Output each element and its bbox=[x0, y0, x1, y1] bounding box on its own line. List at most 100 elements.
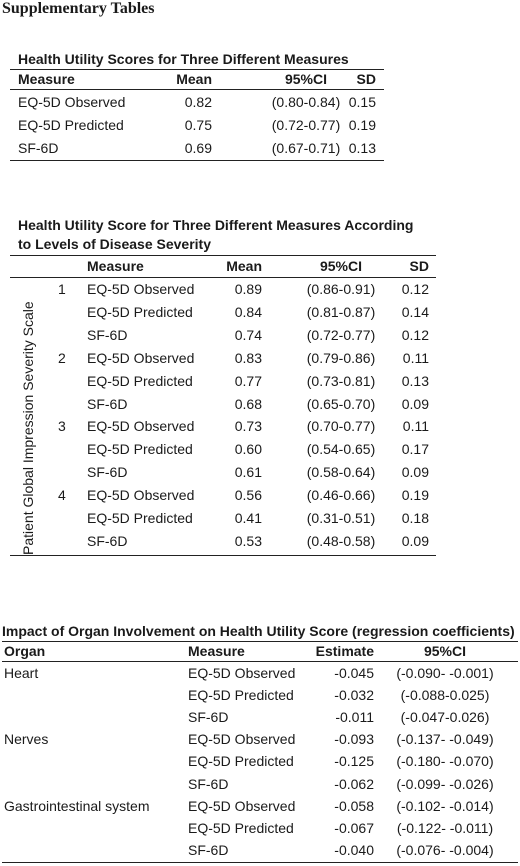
table2-cell: SF-6D bbox=[87, 464, 128, 481]
table2-cell: 0.68 bbox=[234, 395, 262, 412]
table2-cell: 0.09 bbox=[401, 464, 429, 481]
table2-cell: (0.48-0.58) bbox=[306, 532, 376, 549]
table2-cell: 0.11 bbox=[402, 349, 429, 366]
table1-cell: 0.13 bbox=[348, 140, 376, 156]
header-measure: Measure bbox=[87, 258, 144, 274]
table3-cell: SF-6D bbox=[188, 709, 229, 726]
table2-cell: 0.53 bbox=[234, 532, 262, 549]
table3-cell: (-0.047-0.026) bbox=[400, 709, 490, 726]
table2-cell: 0.77 bbox=[234, 372, 262, 389]
table1-cell: 0.15 bbox=[348, 94, 376, 110]
table2-cell: EQ-5D Observed bbox=[87, 281, 195, 297]
table3-cell: SF-6D bbox=[188, 841, 229, 858]
table1-cell: SF-6D bbox=[18, 140, 59, 156]
header-ci: 95%CI bbox=[319, 258, 363, 274]
table2-cell: (0.86-0.91) bbox=[306, 281, 376, 297]
table2-title-line1: Health Utility Score for Three Different… bbox=[18, 217, 414, 233]
table2-cell: EQ-5D Observed bbox=[87, 487, 195, 504]
header-mean: Mean bbox=[176, 71, 212, 87]
table2-cell: 0.73 bbox=[234, 418, 262, 435]
table3-cell: Nerves bbox=[4, 731, 49, 748]
table3-cell: (-0.137- -0.049) bbox=[396, 731, 494, 748]
table2-cell: 0.11 bbox=[402, 418, 429, 435]
header-sd: SD bbox=[409, 258, 429, 274]
table2-cell: (0.46-0.66) bbox=[306, 487, 376, 504]
table1-cell: 0.19 bbox=[348, 117, 376, 133]
table2-cell: 2 bbox=[58, 349, 66, 366]
table3-cell: -0.058 bbox=[334, 797, 374, 814]
table2-cell: 0.14 bbox=[401, 303, 429, 320]
table3-cell: (-0.099- -0.026) bbox=[396, 775, 494, 792]
table3-cell: EQ-5D Predicted bbox=[188, 819, 294, 836]
table3-cell: (-0.180- -0.070) bbox=[396, 753, 494, 770]
table1-header-rule bbox=[10, 89, 384, 90]
table2-cell: 0.19 bbox=[401, 487, 429, 504]
table2-cell: (0.70-0.77) bbox=[306, 418, 376, 435]
table3-cell: EQ-5D Observed bbox=[188, 731, 296, 748]
table2-top-rule bbox=[10, 255, 436, 256]
table2-cell: EQ-5D Predicted bbox=[87, 372, 193, 389]
table3-cell: -0.040 bbox=[334, 841, 374, 858]
table2-cell: 0.61 bbox=[234, 464, 262, 481]
table3-cell: (-0.076- -0.004) bbox=[396, 841, 494, 858]
table3-cell: -0.032 bbox=[334, 687, 374, 704]
table3-cell: (-0.102- -0.014) bbox=[396, 797, 494, 814]
table2-cell: 0.17 bbox=[401, 441, 429, 458]
table2-cell: (0.73-0.81) bbox=[306, 372, 376, 389]
table3-cell: (-0.090- -0.001) bbox=[396, 665, 494, 681]
table2-cell: 4 bbox=[58, 487, 66, 504]
header-mean: Mean bbox=[226, 258, 262, 274]
table2-cell: 0.84 bbox=[234, 303, 262, 320]
header-measure: Measure bbox=[188, 643, 245, 659]
table2-cell: (0.79-0.86) bbox=[306, 349, 376, 366]
table2-cell: 0.09 bbox=[401, 395, 429, 412]
table3-cell: Heart bbox=[4, 665, 39, 681]
table3-cell: EQ-5D Observed bbox=[188, 797, 296, 814]
header-estimate: Estimate bbox=[315, 643, 374, 659]
table2-title-line2: to Levels of Disease Severity bbox=[18, 236, 211, 252]
page-title: Supplementary Tables bbox=[2, 0, 155, 17]
table2-cell: EQ-5D Predicted bbox=[87, 441, 193, 458]
table3-cell: -0.045 bbox=[334, 665, 374, 681]
table2-cell: 0.18 bbox=[401, 510, 429, 526]
table2-cell: EQ-5D Predicted bbox=[87, 303, 193, 320]
table2-cell: 0.89 bbox=[234, 281, 262, 297]
table2-bottom-rule bbox=[10, 555, 436, 556]
table2-cell: (0.58-0.64) bbox=[306, 464, 376, 481]
header-measure: Measure bbox=[18, 71, 75, 87]
table1-cell: 0.69 bbox=[184, 140, 212, 156]
table1-bottom-rule bbox=[10, 160, 384, 161]
table2-cell: 0.83 bbox=[234, 349, 262, 366]
table3-cell: -0.062 bbox=[334, 775, 374, 792]
table2-header-rule bbox=[10, 277, 436, 278]
table2-side-label: Patient Global Impression Severity Scale bbox=[20, 301, 36, 555]
table2-cell: 0.41 bbox=[234, 510, 262, 526]
table3-bottom-rule bbox=[2, 862, 518, 863]
header-organ: Organ bbox=[4, 643, 46, 659]
table1-cell: 0.82 bbox=[184, 94, 212, 110]
table3-header-rule bbox=[2, 661, 518, 662]
table1-cell: (0.72-0.77) bbox=[271, 117, 341, 133]
table2-cell: 1 bbox=[58, 281, 66, 297]
table2-cell: 0.12 bbox=[401, 281, 429, 297]
table2-cell: (0.81-0.87) bbox=[306, 303, 376, 320]
header-sd: SD bbox=[356, 71, 376, 87]
table2-cell: EQ-5D Observed bbox=[87, 418, 195, 435]
table2-cell: SF-6D bbox=[87, 532, 128, 549]
table2-cell: 0.74 bbox=[234, 326, 262, 343]
table1-cell: (0.80-0.84) bbox=[271, 94, 341, 110]
table3-cell: EQ-5D Predicted bbox=[188, 687, 294, 704]
table2-cell: SF-6D bbox=[87, 395, 128, 412]
table2-cell: 0.60 bbox=[234, 441, 262, 458]
table2-cell: EQ-5D Observed bbox=[87, 349, 195, 366]
table1-cell: 0.75 bbox=[184, 117, 212, 133]
table3-cell: -0.011 bbox=[335, 709, 374, 726]
table2-cell: (0.31-0.51) bbox=[306, 510, 376, 526]
table1-top-rule bbox=[10, 69, 384, 70]
table3-cell: -0.067 bbox=[334, 819, 374, 836]
table2-cell: (0.72-0.77) bbox=[306, 326, 376, 343]
table2-cell: 0.09 bbox=[401, 532, 429, 549]
table2-cell: SF-6D bbox=[87, 326, 128, 343]
table2-cell: 0.12 bbox=[401, 326, 429, 343]
table2-cell: (0.65-0.70) bbox=[306, 395, 376, 412]
